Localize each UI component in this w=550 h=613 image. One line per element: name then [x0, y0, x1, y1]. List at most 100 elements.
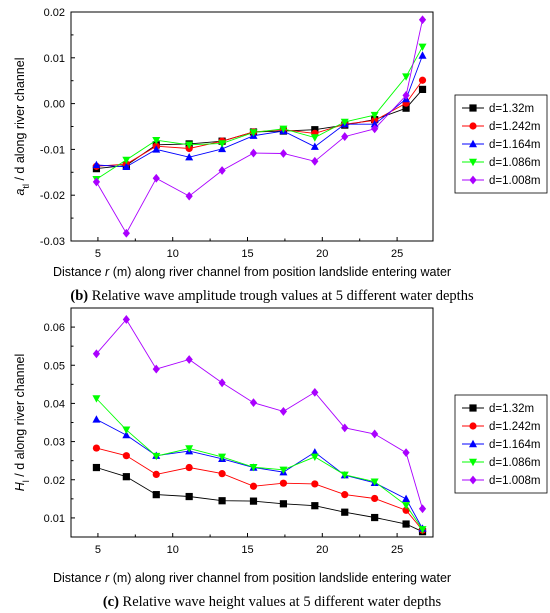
- data-point: [185, 463, 193, 472]
- data-point: [402, 520, 410, 528]
- data-point: [340, 471, 349, 479]
- data-point: [92, 444, 101, 452]
- data-point: [402, 104, 410, 112]
- data-point: [311, 387, 319, 397]
- series-d=1.164m: [92, 51, 427, 171]
- data-point: [152, 470, 160, 479]
- data-point: [218, 453, 227, 462]
- data-point: [152, 452, 161, 461]
- data-point: [122, 452, 130, 460]
- x-tick-label: 15: [241, 544, 253, 556]
- legend-label: d=1.008m: [489, 475, 540, 487]
- data-point: [418, 15, 427, 25]
- legend-marker: [469, 104, 477, 112]
- y-tick-label: -0.01: [40, 144, 65, 156]
- data-point: [92, 177, 101, 187]
- data-point: [341, 132, 349, 141]
- data-point: [418, 51, 427, 59]
- legend-marker: [469, 175, 477, 185]
- data-point: [185, 355, 193, 364]
- y-tick-label: 0.06: [44, 322, 65, 334]
- data-point: [310, 453, 319, 462]
- y-tick-label: -0.02: [40, 190, 65, 202]
- data-point: [370, 120, 379, 128]
- data-point: [185, 492, 193, 501]
- legend-marker: [469, 422, 477, 430]
- data-point: [370, 478, 379, 486]
- data-point: [341, 491, 349, 499]
- legend-label: d=1.242m: [489, 121, 540, 133]
- y-tick-label: 0.01: [44, 513, 65, 525]
- legend-marker: [469, 458, 477, 467]
- data-point: [152, 491, 160, 499]
- x-tick-label: 5: [95, 248, 101, 260]
- series-line: [96, 447, 423, 531]
- data-point: [371, 513, 379, 522]
- legend-marker: [469, 139, 477, 148]
- data-point: [122, 426, 131, 434]
- data-point: [152, 173, 160, 183]
- data-point: [249, 482, 258, 490]
- series-line: [96, 19, 423, 235]
- legend-label: d=1.086m: [489, 457, 540, 469]
- data-point: [218, 378, 226, 388]
- data-point: [310, 142, 319, 150]
- data-point: [218, 140, 227, 148]
- data-point: [92, 463, 101, 472]
- chart-1: 0.02 0.01 0.00 -0.01 -0.02 -0.03 5 10 15 20 25 atl …: [13, 7, 548, 304]
- legend-marker: [469, 404, 477, 412]
- legend: d=1.32m d=1.242m d=1.164m d=1.086m d=1.008m: [454, 394, 548, 494]
- data-point: [152, 364, 160, 374]
- y-tick-label: 0.03: [44, 437, 65, 449]
- data-point: [341, 423, 349, 433]
- data-point: [152, 145, 161, 153]
- x-tick-label: 10: [167, 248, 179, 260]
- data-point: [122, 156, 131, 165]
- data-point: [249, 129, 258, 137]
- y-tick-label: 0.00: [44, 99, 65, 111]
- data-point: [218, 497, 226, 505]
- legend: d=1.32m d=1.242m d=1.164m d=1.086m d=1.008m: [454, 94, 548, 194]
- y-axis-label: Hl / d along river channel: [13, 354, 31, 492]
- y-tick-label: 0.05: [44, 360, 65, 372]
- data-point: [418, 85, 427, 94]
- data-point: [418, 526, 427, 534]
- data-point: [152, 137, 161, 145]
- data-point: [402, 502, 411, 510]
- data-point: [370, 111, 379, 120]
- x-tick-label: 20: [316, 544, 328, 556]
- data-point: [418, 76, 427, 84]
- data-point: [122, 228, 130, 238]
- data-point: [122, 162, 131, 171]
- y-tick-label: 0.02: [44, 7, 65, 19]
- data-point: [122, 473, 130, 481]
- x-tick-label: 10: [167, 544, 179, 556]
- figure-caption: (c) Relative wave height values at 5 dif…: [103, 594, 442, 610]
- data-point: [311, 156, 319, 166]
- data-point: [185, 141, 194, 150]
- x-tick-label: 5: [95, 544, 101, 556]
- data-point: [418, 504, 427, 514]
- data-point: [218, 470, 226, 478]
- chart-2: 0.06 0.05 0.04 0.03 0.02 0.01 5 10 15 20 25 Hl / d …: [13, 307, 548, 610]
- legend-marker: [469, 122, 477, 130]
- y-axis-label: atl / d along river channel: [13, 58, 31, 196]
- series-line: [96, 46, 423, 180]
- data-point: [92, 349, 101, 359]
- data-point: [92, 395, 101, 403]
- y-tick-label: -0.03: [40, 236, 65, 248]
- data-point: [279, 149, 288, 158]
- data-point: [122, 430, 131, 439]
- series-d=1.008m: [92, 315, 427, 514]
- data-point: [218, 166, 226, 175]
- data-point: [418, 43, 427, 52]
- plot-frame: [70, 11, 434, 242]
- data-point: [371, 429, 379, 439]
- data-point: [279, 125, 288, 133]
- legend-label: d=1.008m: [489, 175, 540, 187]
- legend-label: d=1.32m: [489, 103, 534, 115]
- data-point: [249, 148, 258, 158]
- series-line: [96, 398, 423, 530]
- data-point: [402, 73, 411, 81]
